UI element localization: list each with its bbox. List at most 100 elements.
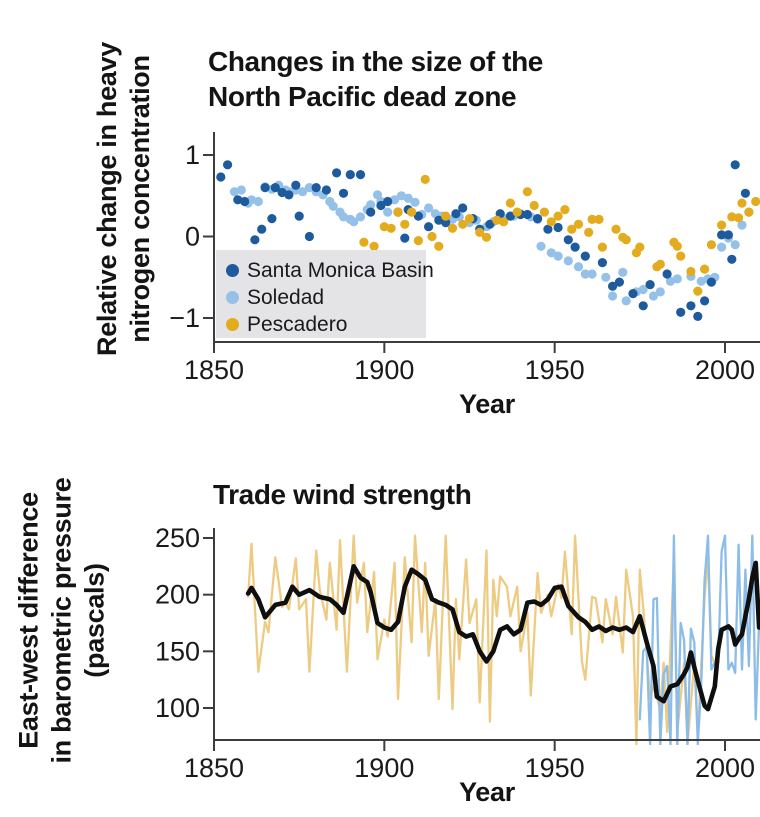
- point-soledad: [546, 248, 556, 258]
- point-pescadero: [458, 219, 468, 229]
- bottom-x-tick-label: 1900: [354, 753, 414, 780]
- point-soledad: [608, 291, 618, 301]
- point-pescadero: [464, 214, 475, 224]
- point-pescadero: [672, 241, 682, 251]
- point-pescadero: [546, 217, 556, 227]
- point-santa-monica-basin: [434, 215, 444, 225]
- top-y-tick-label: −1: [169, 303, 200, 333]
- point-santa-monica-basin: [291, 180, 301, 190]
- point-santa-monica-basin: [580, 251, 590, 261]
- point-santa-monica-basin: [727, 254, 737, 264]
- point-santa-monica-basin: [485, 219, 495, 229]
- point-soledad: [587, 269, 597, 279]
- point-soledad: [621, 296, 631, 306]
- legend-label-soledad: Soledad: [247, 285, 325, 309]
- point-santa-monica-basin: [366, 207, 376, 217]
- point-pescadero: [447, 223, 458, 233]
- point-santa-monica-basin: [233, 195, 243, 205]
- bottom-x-tick-label: 2000: [695, 753, 755, 780]
- top-chart-plot: 1 0 −1 1850 1900 1950 2000: [169, 132, 760, 385]
- bottom-y-tick-label: 150: [155, 636, 200, 666]
- point-pescadero: [655, 259, 665, 269]
- bottom-x-tick-label: 1950: [525, 753, 585, 780]
- point-soledad: [730, 240, 740, 250]
- point-santa-monica-basin: [597, 258, 608, 268]
- point-soledad: [355, 212, 366, 222]
- legend-label-santa-monica-basin: Santa Monica Basin: [247, 258, 434, 282]
- point-pescadero: [594, 214, 604, 224]
- point-pescadero: [567, 224, 577, 234]
- point-pescadero: [553, 211, 563, 221]
- point-soledad: [672, 274, 682, 284]
- top-chart-legend: Santa Monica Basin Soledad Pescadero: [216, 250, 434, 338]
- point-santa-monica-basin: [740, 188, 751, 198]
- point-santa-monica-basin: [240, 196, 250, 207]
- top-chart-title-line1: Changes in the size of the: [208, 46, 543, 77]
- point-santa-monica-basin: [700, 296, 710, 306]
- point-santa-monica-basin: [706, 277, 717, 287]
- point-santa-monica-basin: [645, 280, 655, 290]
- point-santa-monica-basin: [533, 214, 543, 224]
- point-soledad: [536, 241, 546, 251]
- top-chart-title-line2: North Pacific dead zone: [208, 81, 517, 112]
- point-soledad: [737, 220, 747, 230]
- point-santa-monica-basin: [424, 222, 434, 232]
- point-santa-monica-basin: [608, 281, 618, 291]
- point-soledad: [717, 242, 727, 252]
- point-santa-monica-basin: [662, 269, 672, 279]
- point-pescadero: [560, 205, 570, 215]
- point-pescadero: [727, 212, 737, 222]
- point-santa-monica-basin: [723, 230, 734, 240]
- point-pescadero: [611, 224, 621, 234]
- legend-item-pescadero: Pescadero: [226, 311, 426, 338]
- point-pescadero: [420, 174, 430, 184]
- legend-dot-soledad: [226, 291, 239, 304]
- point-santa-monica-basin: [522, 209, 533, 220]
- bottom-y-tick-label: 100: [155, 693, 200, 723]
- point-santa-monica-basin: [250, 235, 260, 245]
- point-pescadero: [505, 198, 515, 208]
- point-santa-monica-basin: [257, 224, 267, 234]
- point-soledad: [349, 217, 359, 227]
- point-soledad: [424, 203, 434, 213]
- point-santa-monica-basin: [686, 301, 696, 311]
- point-pescadero: [744, 207, 754, 217]
- point-santa-monica-basin: [311, 183, 321, 193]
- point-pescadero: [573, 219, 584, 229]
- point-pescadero: [522, 187, 533, 197]
- point-pescadero: [706, 240, 717, 250]
- bottom-y-tick-label: 200: [155, 580, 200, 610]
- point-pescadero: [413, 236, 423, 246]
- point-pescadero: [369, 241, 379, 251]
- point-pescadero: [475, 227, 485, 237]
- point-pescadero: [499, 217, 509, 227]
- point-santa-monica-basin: [338, 188, 349, 198]
- point-santa-monica-basin: [383, 196, 393, 207]
- point-soledad: [229, 187, 239, 197]
- point-pescadero: [529, 200, 539, 211]
- point-santa-monica-basin: [563, 235, 573, 245]
- point-soledad: [580, 269, 590, 279]
- point-santa-monica-basin: [628, 289, 638, 299]
- point-pescadero: [587, 214, 597, 224]
- point-pescadero: [359, 237, 369, 247]
- bottom-x-tick-label: 1850: [184, 753, 244, 780]
- top-chart-title: Changes in the size of the North Pacific…: [208, 44, 543, 114]
- top-y-tick-label: 0: [185, 222, 200, 252]
- point-soledad: [563, 256, 573, 266]
- point-santa-monica-basin: [400, 233, 410, 243]
- point-soledad: [304, 183, 314, 193]
- point-soledad: [298, 187, 308, 197]
- point-soledad: [390, 195, 400, 205]
- point-pescadero: [700, 264, 710, 274]
- legend-dot-santa-monica-basin: [226, 264, 239, 277]
- point-pescadero: [621, 235, 631, 245]
- point-santa-monica-basin: [321, 185, 331, 195]
- line-smoothed: [245, 560, 760, 712]
- point-soledad: [618, 267, 628, 277]
- legend-label-pescadero: Pescadero: [247, 312, 348, 336]
- point-santa-monica-basin: [376, 200, 386, 211]
- point-soledad: [655, 287, 665, 297]
- point-santa-monica-basin: [267, 214, 277, 224]
